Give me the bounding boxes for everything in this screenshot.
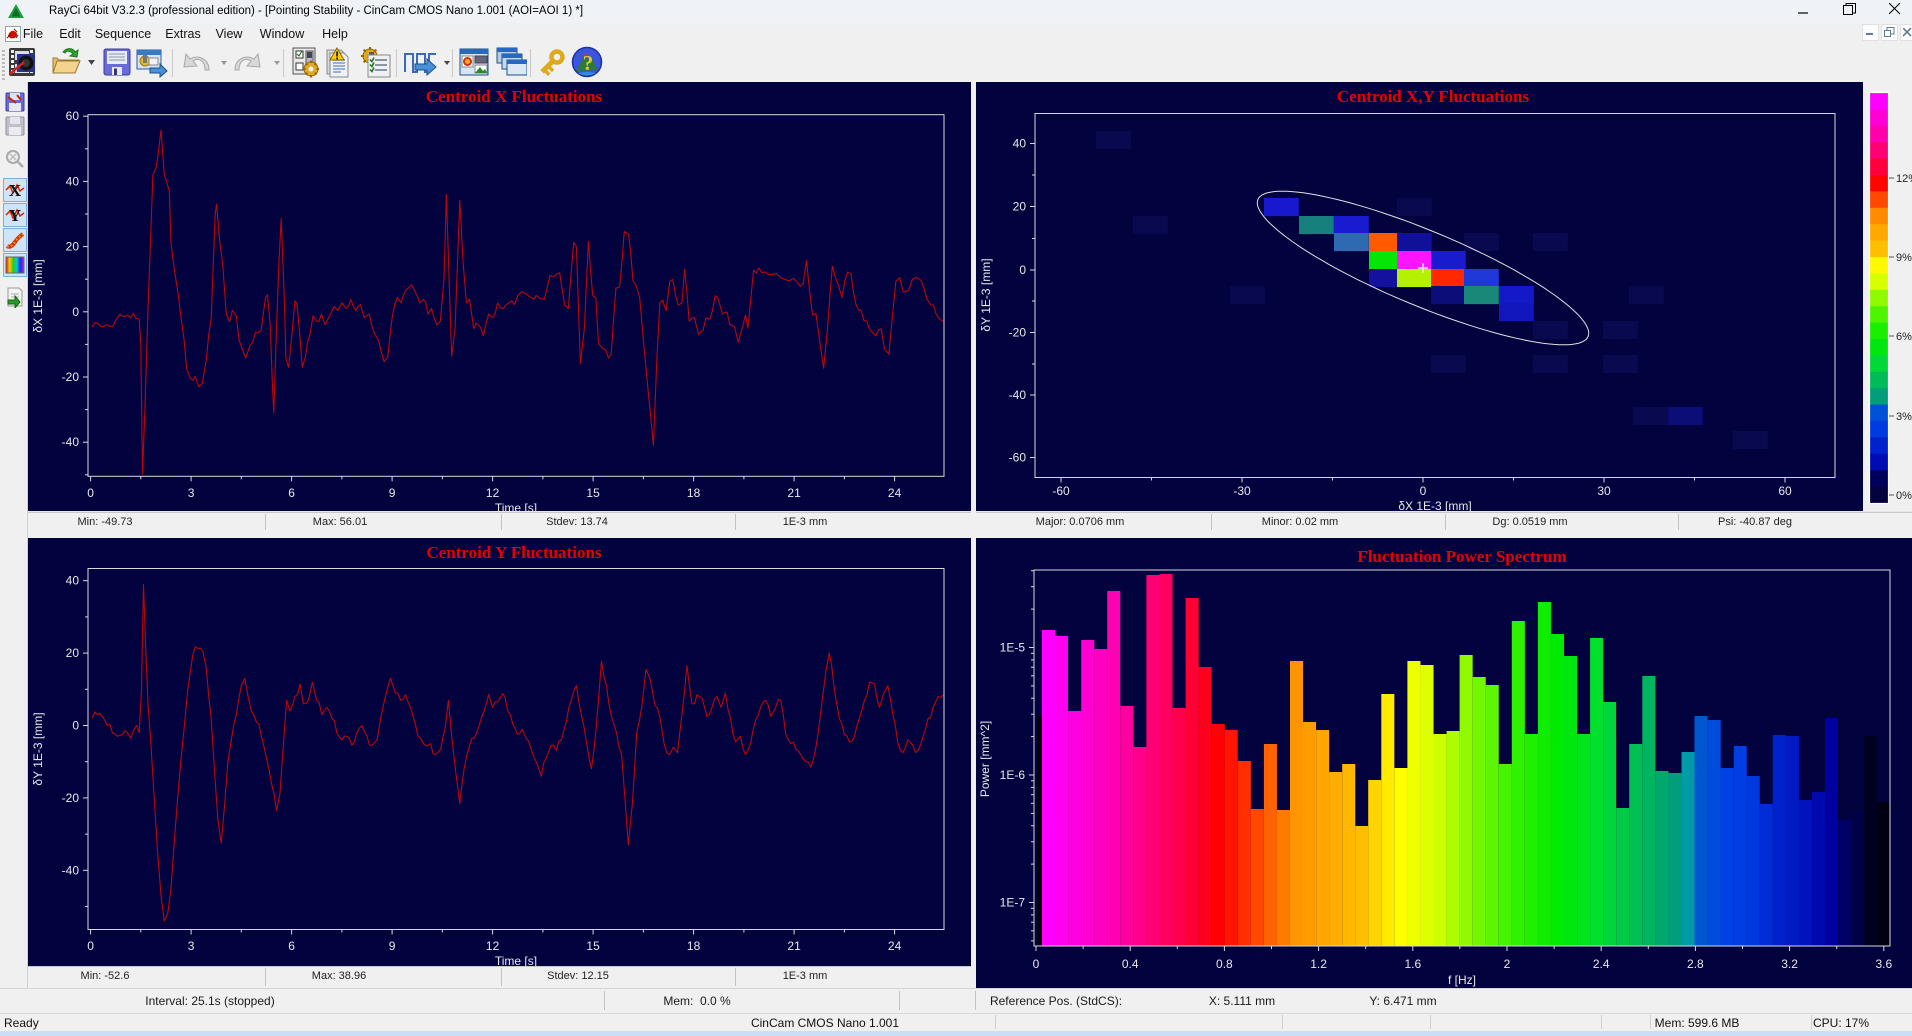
svg-text:21: 21	[787, 486, 801, 500]
svg-text:0%: 0%	[1896, 490, 1912, 502]
svg-text:40: 40	[1013, 137, 1027, 151]
svg-text:24: 24	[888, 939, 902, 953]
svg-text:30: 30	[1597, 484, 1611, 498]
svg-text:Centroid X,Y Fluctuations: Centroid X,Y Fluctuations	[1337, 87, 1530, 106]
svg-text:δY 1E-3 [mm]: δY 1E-3 [mm]	[979, 258, 993, 331]
svg-text:12%: 12%	[1896, 173, 1912, 185]
svg-text:-40: -40	[62, 863, 80, 877]
svg-text:24: 24	[888, 486, 902, 500]
svg-text:0: 0	[72, 719, 79, 733]
svg-text:-20: -20	[1009, 326, 1027, 340]
svg-text:15: 15	[586, 939, 600, 953]
svg-text:40: 40	[66, 174, 80, 188]
svg-text:9: 9	[389, 486, 396, 500]
svg-text:Y: Y	[9, 206, 21, 225]
svg-text:0: 0	[87, 486, 94, 500]
svg-text:X: X	[9, 181, 22, 200]
svg-text:3%: 3%	[1896, 411, 1912, 423]
svg-text:20: 20	[66, 240, 80, 254]
svg-text:0: 0	[1019, 263, 1026, 277]
svg-text:21: 21	[787, 939, 801, 953]
svg-text:2.4: 2.4	[1593, 957, 1610, 971]
svg-text:-20: -20	[62, 791, 80, 805]
svg-text:2: 2	[1504, 957, 1511, 971]
svg-text:60: 60	[1778, 484, 1792, 498]
svg-text:-40: -40	[1009, 388, 1027, 402]
svg-text:0: 0	[72, 305, 79, 319]
svg-text:1E-7: 1E-7	[1000, 896, 1026, 910]
svg-text:-30: -30	[1233, 484, 1251, 498]
svg-text:Time [s]: Time [s]	[495, 501, 537, 511]
svg-text:3.6: 3.6	[1875, 957, 1892, 971]
svg-text:Fluctuation Power Spectrum: Fluctuation Power Spectrum	[1357, 547, 1566, 566]
svg-text:Centroid Y Fluctuations: Centroid Y Fluctuations	[426, 543, 601, 562]
svg-text:12: 12	[486, 939, 500, 953]
svg-text:δX 1E-3 [mm]: δX 1E-3 [mm]	[1398, 499, 1471, 511]
svg-text:20: 20	[66, 646, 80, 660]
svg-text:f [Hz]: f [Hz]	[1448, 973, 1476, 987]
svg-text:9: 9	[389, 939, 396, 953]
svg-text:3: 3	[188, 939, 195, 953]
svg-text:18: 18	[687, 939, 701, 953]
svg-text:1E-6: 1E-6	[1000, 768, 1026, 782]
svg-text:?: ?	[583, 51, 594, 75]
svg-text:Centroid X Fluctuations: Centroid X Fluctuations	[426, 87, 603, 106]
svg-text:-60: -60	[1009, 451, 1027, 465]
svg-text:40: 40	[66, 574, 80, 588]
svg-text:3.2: 3.2	[1781, 957, 1798, 971]
svg-text:-20: -20	[62, 370, 80, 384]
svg-text:δX 1E-3 [mm]: δX 1E-3 [mm]	[31, 259, 45, 332]
svg-text:1.2: 1.2	[1310, 957, 1327, 971]
svg-text:20: 20	[1013, 200, 1027, 214]
svg-text:2.8: 2.8	[1687, 957, 1704, 971]
svg-text:0: 0	[87, 939, 94, 953]
svg-text:Power [mm^2]: Power [mm^2]	[978, 721, 992, 797]
svg-text:18: 18	[687, 486, 701, 500]
svg-text:3: 3	[188, 486, 195, 500]
svg-text:9%: 9%	[1896, 252, 1912, 264]
svg-text:δY 1E-3 [mm]: δY 1E-3 [mm]	[31, 712, 45, 785]
svg-text:6%: 6%	[1896, 331, 1912, 343]
svg-text:0: 0	[1033, 957, 1040, 971]
svg-text:6: 6	[288, 939, 295, 953]
svg-text:1.6: 1.6	[1404, 957, 1421, 971]
svg-text:6: 6	[288, 486, 295, 500]
svg-text:0.8: 0.8	[1216, 957, 1233, 971]
svg-text:0.4: 0.4	[1122, 957, 1139, 971]
svg-text:60: 60	[66, 109, 80, 123]
svg-text:-40: -40	[62, 435, 80, 449]
svg-text:15: 15	[586, 486, 600, 500]
svg-text:Time [s]: Time [s]	[495, 954, 537, 966]
svg-text:12: 12	[486, 486, 500, 500]
svg-text:-60: -60	[1052, 484, 1070, 498]
svg-text:0: 0	[1420, 484, 1427, 498]
svg-text:1E-5: 1E-5	[1000, 641, 1026, 655]
